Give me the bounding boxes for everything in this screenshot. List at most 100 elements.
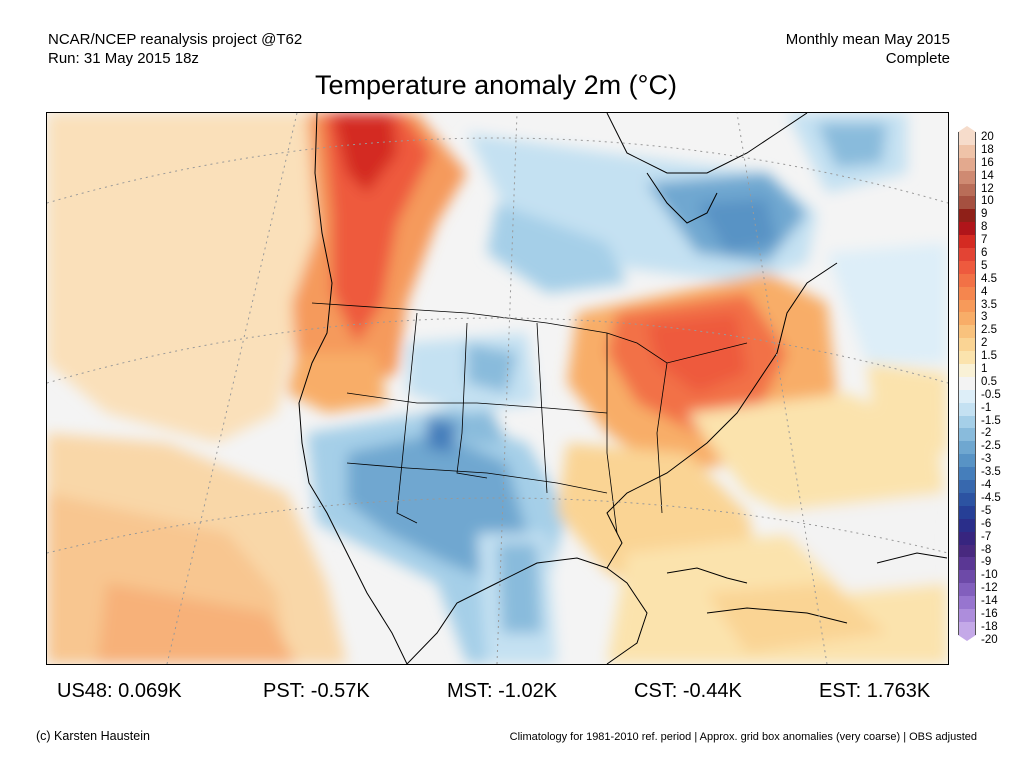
colorbar-tick-label: -7	[981, 530, 992, 543]
colorbar-tick-label: 9	[981, 208, 988, 221]
stat-us48: US48: 0.069K	[57, 680, 182, 702]
colorbar-tick-label: 18	[981, 143, 994, 156]
colorbar-tick-label: 1.5	[981, 350, 997, 363]
status-label: Complete	[885, 50, 950, 67]
period-label: Monthly mean May 2015	[785, 31, 950, 48]
colorbar-cell	[958, 467, 976, 481]
colorbar-cell	[958, 209, 976, 223]
colorbar-cell	[958, 596, 976, 609]
colorbar-cell	[958, 480, 976, 493]
colorbar-cell	[958, 338, 976, 352]
colorbar-tick-label: -20	[981, 633, 998, 646]
period-info: Monthly mean May 2015 Complete	[786, 30, 950, 68]
colorbar-cell	[958, 531, 976, 545]
colorbar-tick-label: -14	[981, 595, 998, 608]
colorbar-cell	[958, 273, 976, 287]
colorbar-tick-label: 1	[981, 363, 988, 376]
colorbar-tick-label: 6	[981, 247, 988, 260]
colorbar-cell	[958, 428, 976, 442]
map-title: Temperature anomaly 2m (°C)	[315, 70, 677, 100]
colorbar-tick-label: 2.5	[981, 324, 997, 337]
colorbar-cell	[958, 492, 976, 506]
colorbar-cell	[958, 389, 976, 403]
colorbar-tick-label: -9	[981, 556, 992, 569]
copyright: (c) Karsten Haustein	[36, 729, 150, 743]
colorbar-tick-label: 0.5	[981, 375, 997, 388]
colorbar-cell	[958, 441, 976, 455]
colorbar-cell	[958, 286, 976, 300]
colorbar-tick-label: 10	[981, 195, 994, 208]
anomaly-map-canvas	[47, 113, 948, 664]
climatology-note: Climatology for 1981-2010 ref. period | …	[509, 731, 977, 743]
colorbar-cell	[958, 570, 976, 584]
colorbar-cell	[958, 557, 976, 571]
colorbar-cell	[958, 260, 976, 274]
colorbar-cell	[958, 299, 976, 313]
colorbar-tick-label: 20	[981, 131, 994, 143]
colorbar-cell	[958, 415, 976, 429]
colorbar-tick-label: -4.5	[981, 491, 1001, 504]
colorbar-tick-label: -4	[981, 479, 992, 492]
colorbar-cell	[958, 621, 976, 635]
colorbar-cell	[958, 608, 976, 622]
colorbar-cell	[958, 144, 976, 158]
colorbar-tick-label: 3	[981, 311, 988, 324]
colorbar-cell	[958, 132, 976, 145]
colorbar-cell	[958, 364, 976, 377]
coastlines	[298, 113, 948, 664]
colorbar-tick-label: 5	[981, 259, 988, 272]
colorbar-cell	[958, 235, 976, 249]
stat-cst: CST: -0.44K	[634, 680, 742, 702]
colorbar-tick-label: 4.5	[981, 272, 997, 285]
colorbar-bottom-arrow	[958, 634, 976, 641]
colorbar-cell	[958, 402, 976, 416]
colorbar-tick-label: -2	[981, 427, 992, 440]
colorbar-cell	[958, 183, 976, 197]
colorbar-tick-label: -10	[981, 569, 998, 582]
colorbar-tick-label: 4	[981, 285, 988, 298]
colorbar-cell	[958, 325, 976, 339]
anomaly-fill	[47, 113, 948, 664]
colorbar-cell	[958, 505, 976, 519]
project-label: NCAR/NCEP reanalysis project @T62	[48, 31, 303, 48]
colorbar-tick-label: 3.5	[981, 298, 997, 311]
stat-pst: PST: -0.57K	[263, 680, 370, 702]
colorbar-tick-label: -2.5	[981, 440, 1001, 453]
colorbar-tick-label: -1.5	[981, 414, 1001, 427]
colorbar-cell	[958, 248, 976, 261]
colorbar-tick-label: -6	[981, 517, 992, 530]
colorbar-tick-label: 12	[981, 182, 994, 195]
colorbar-cell	[958, 583, 976, 597]
colorbar-tick-label: 7	[981, 234, 988, 247]
colorbar-cell	[958, 454, 976, 468]
run-label: Run: 31 May 2015 18z	[48, 50, 199, 67]
colorbar-tick-label: -3	[981, 453, 992, 466]
colorbar-cell	[958, 518, 976, 532]
colorbar-cell	[958, 157, 976, 171]
colorbar-tick-label: 8	[981, 221, 988, 234]
colorbar-top-arrow	[958, 126, 976, 132]
run-info: NCAR/NCEP reanalysis project @T62 Run: 3…	[48, 30, 302, 68]
colorbar-tick-label: -1	[981, 401, 992, 414]
colorbar-tick-label: -5	[981, 504, 992, 517]
colorbar-cell	[958, 312, 976, 326]
colorbar-tick-label: -16	[981, 607, 998, 620]
graticule	[47, 113, 948, 664]
colorbar-cell	[958, 351, 976, 365]
colorbar-tick-label: 16	[981, 156, 994, 169]
colorbar-cell	[958, 544, 976, 558]
stat-mst: MST: -1.02K	[447, 680, 558, 702]
colorbar-tick-label: -3.5	[981, 466, 1001, 479]
colorbar-cell	[958, 170, 976, 184]
stat-est: EST: 1.763K	[819, 680, 931, 702]
colorbar-tick-label: -8	[981, 543, 992, 556]
colorbar-labels: 20 18 16 14 12 10 9 8 7 6 5 4.5 4 3.5 3 2.5 2 1.5 1 0.5 -0.5…	[981, 131, 1001, 647]
colorbar-cell	[958, 376, 976, 390]
colorbar-tick-label: 14	[981, 169, 994, 182]
colorbar	[958, 126, 976, 641]
colorbar-tick-label: -18	[981, 620, 998, 633]
colorbar-tick-label: -12	[981, 582, 998, 595]
colorbar-tick-label: 2	[981, 337, 988, 350]
political-borders	[311, 302, 748, 534]
anomaly-map	[46, 112, 949, 665]
